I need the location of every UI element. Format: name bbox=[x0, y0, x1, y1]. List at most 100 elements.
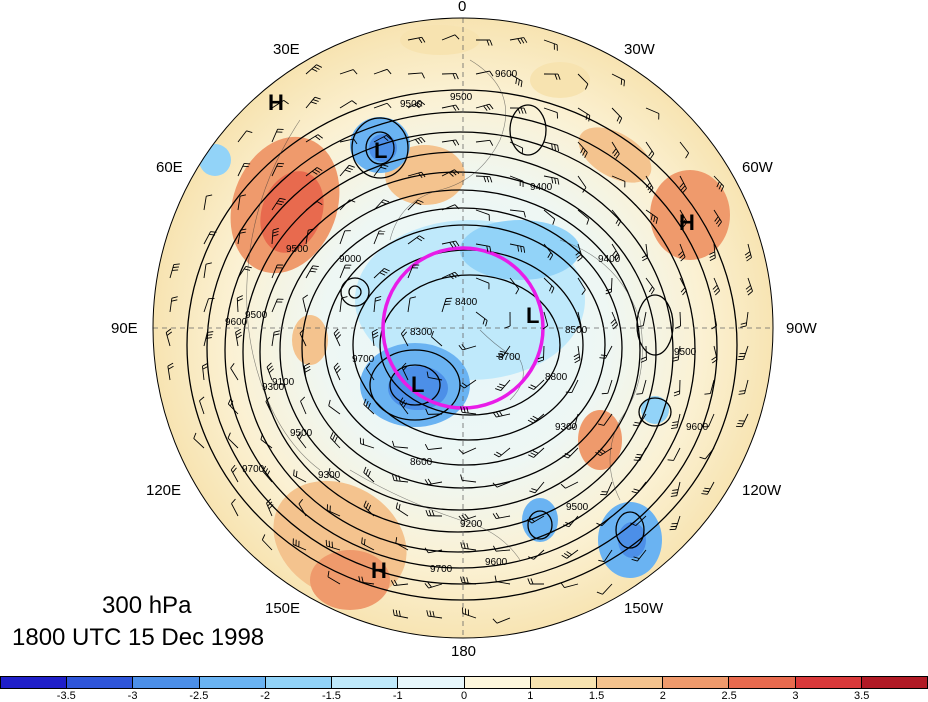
wind-barb bbox=[702, 413, 715, 428]
wind-barb bbox=[203, 194, 213, 211]
wind-barb bbox=[611, 243, 620, 261]
lon-label-30e: 30E bbox=[273, 41, 300, 58]
wind-barb bbox=[475, 243, 492, 253]
wind-barb bbox=[371, 328, 379, 347]
wind-barb bbox=[475, 70, 494, 77]
wind-barb bbox=[305, 134, 323, 143]
wind-barb bbox=[529, 481, 545, 494]
lon-label-120e: 120E bbox=[146, 482, 182, 499]
wind-barb bbox=[527, 578, 545, 585]
contour-label: 8500 bbox=[565, 325, 588, 336]
colorbar-tick-label: -3 bbox=[127, 690, 138, 702]
wind-barb bbox=[203, 262, 212, 279]
wind-barb bbox=[611, 175, 626, 188]
colorbar-segment bbox=[332, 677, 399, 688]
wind-barb bbox=[543, 277, 555, 294]
wind-barb bbox=[527, 413, 545, 424]
wind-barb bbox=[305, 228, 315, 245]
wind-barb bbox=[672, 345, 681, 362]
contour-label: 9400 bbox=[598, 254, 621, 265]
wind-barb bbox=[543, 39, 558, 51]
wind-barb bbox=[745, 277, 753, 296]
wind-barb bbox=[330, 432, 341, 449]
wind-barb bbox=[475, 139, 494, 146]
wind-barb bbox=[509, 243, 526, 253]
wind-barb bbox=[599, 345, 613, 359]
wind-barb bbox=[271, 298, 284, 313]
wind-barb bbox=[339, 230, 351, 245]
contour-label: 8300 bbox=[410, 327, 433, 338]
wind-barb bbox=[441, 169, 460, 177]
wind-barb bbox=[475, 311, 488, 327]
wind-barb bbox=[333, 328, 342, 347]
wind-barb bbox=[701, 481, 715, 495]
wind-barb bbox=[339, 69, 358, 75]
height-contours bbox=[186, 89, 738, 601]
wind-barb bbox=[271, 227, 279, 245]
colorbar-tick-label: -1 bbox=[392, 690, 403, 702]
wind-barb bbox=[359, 437, 375, 449]
wind-barb bbox=[600, 481, 613, 496]
wind-barb bbox=[738, 379, 749, 395]
lon-label-90w: 90W bbox=[786, 320, 817, 337]
lon-label-120w: 120W bbox=[742, 482, 782, 499]
wind-barb bbox=[573, 345, 581, 364]
wind-barb bbox=[492, 512, 511, 520]
wind-barb bbox=[711, 311, 718, 330]
wind-barb bbox=[598, 549, 613, 563]
wind-barb bbox=[339, 138, 358, 145]
wind-barb bbox=[237, 194, 247, 211]
wind-barb bbox=[407, 264, 420, 279]
wind-barb bbox=[475, 209, 490, 221]
wind-barb bbox=[328, 468, 341, 483]
wind-barb bbox=[271, 162, 285, 177]
wind-barb bbox=[526, 515, 545, 524]
wind-barb bbox=[645, 141, 655, 159]
wind-barb bbox=[373, 199, 390, 211]
wind-barb bbox=[699, 447, 715, 460]
lon-label-150w: 150W bbox=[624, 600, 664, 617]
colorbar-segment bbox=[265, 677, 333, 688]
lon-label-30w: 30W bbox=[624, 41, 655, 58]
low-center-label: L bbox=[374, 138, 388, 163]
wind-barb bbox=[407, 296, 417, 313]
wind-barb bbox=[637, 311, 647, 328]
wind-barb bbox=[426, 610, 443, 619]
wind-barb bbox=[577, 141, 588, 158]
wind-barb bbox=[611, 73, 625, 87]
lon-label-60w: 60W bbox=[742, 159, 773, 176]
wind-barb bbox=[475, 39, 493, 46]
wind-barb bbox=[560, 582, 579, 589]
wind-barb bbox=[492, 481, 511, 488]
contour-label: 8600 bbox=[410, 457, 433, 468]
wind-barb bbox=[325, 539, 341, 551]
wind-barb bbox=[543, 107, 558, 119]
wind-barb bbox=[475, 277, 490, 290]
wind-barb bbox=[596, 515, 613, 527]
anomaly-colorbar bbox=[0, 676, 928, 689]
wind-barb bbox=[305, 265, 319, 279]
wind-barb bbox=[395, 502, 409, 517]
wind-barb bbox=[297, 431, 307, 449]
contour-label: 9500 bbox=[290, 428, 313, 439]
contour-label: 9600 bbox=[686, 422, 709, 433]
wind-barb bbox=[640, 345, 647, 363]
wind-barb bbox=[424, 547, 443, 554]
wind-barb bbox=[568, 413, 579, 429]
wind-barb bbox=[460, 542, 477, 551]
lon-label-60e: 60E bbox=[156, 159, 183, 176]
contour-label: 9300 bbox=[318, 470, 341, 481]
wind-barb bbox=[595, 447, 613, 457]
wind-barb bbox=[305, 201, 323, 211]
wind-barb bbox=[596, 583, 613, 595]
wind-barb bbox=[303, 362, 311, 381]
wind-barb bbox=[493, 545, 511, 552]
wind-barb bbox=[528, 379, 545, 390]
wind-barb bbox=[670, 413, 681, 430]
lon-label-180: 180 bbox=[451, 643, 477, 660]
contour-label: 9000 bbox=[339, 254, 362, 265]
wind-barb bbox=[391, 440, 409, 449]
wind-barb bbox=[673, 379, 681, 397]
colorbar-tick-label: 3.5 bbox=[854, 690, 870, 702]
wind-barb bbox=[260, 433, 273, 449]
